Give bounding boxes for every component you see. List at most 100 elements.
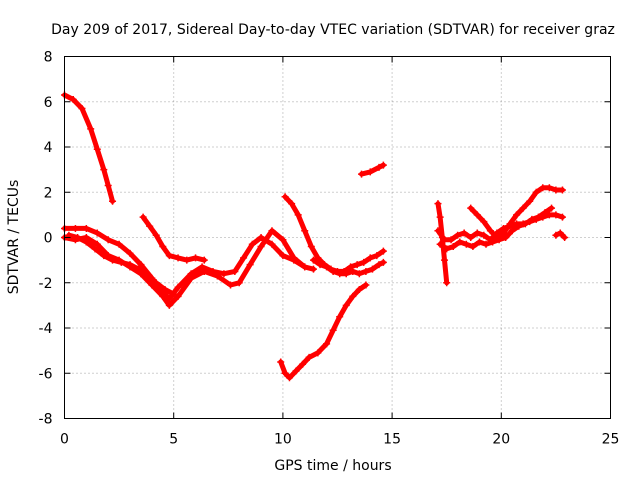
y-tick-label: 8 (44, 50, 53, 66)
y-tick-label: -8 (39, 412, 53, 428)
data-point (226, 281, 234, 289)
x-tick-label: 10 (274, 432, 292, 448)
data-point (375, 163, 383, 171)
data-point (358, 170, 366, 178)
data-point (152, 279, 160, 287)
data-point (462, 240, 470, 248)
data-point (469, 243, 477, 251)
data-point (323, 340, 331, 348)
data-point (135, 265, 143, 273)
data-point (362, 267, 370, 275)
data-point (480, 231, 488, 239)
x-tick-label: 25 (602, 432, 620, 448)
data-point (139, 213, 147, 221)
data-point (246, 261, 254, 269)
data-point (309, 265, 317, 273)
data-point (548, 204, 556, 212)
data-point (268, 227, 276, 235)
data-point (290, 254, 298, 262)
data-point (192, 254, 200, 262)
data-point (366, 254, 374, 262)
grid (64, 56, 611, 419)
data-point (436, 213, 444, 221)
data-point (91, 245, 99, 253)
data-point (109, 197, 117, 205)
data-point (513, 211, 521, 219)
data-point (521, 220, 529, 228)
data-point (360, 258, 368, 266)
data-point (93, 145, 101, 153)
data-point (165, 301, 173, 309)
data-point (473, 229, 481, 237)
data-point (281, 369, 289, 377)
series-track-13 (434, 200, 451, 287)
data-point (528, 215, 536, 223)
data-point (159, 243, 167, 251)
data-point (71, 224, 79, 232)
data-point (366, 168, 374, 176)
data-point (329, 326, 337, 334)
data-point (235, 279, 243, 287)
data-point (257, 234, 265, 241)
data-point (248, 240, 256, 248)
y-axis-label: SDTVAR / TECUs (6, 180, 22, 295)
data-point (146, 222, 154, 230)
x-tick-label: 20 (492, 432, 510, 448)
data-point (526, 197, 534, 205)
data-point (279, 252, 287, 260)
x-tick-labels: 0 5 10 15 20 25 (60, 432, 619, 448)
data-point (170, 290, 178, 298)
data-point (115, 240, 123, 248)
data-point (336, 313, 344, 321)
data-point (454, 231, 462, 239)
x-axis-label: GPS time / hours (274, 458, 391, 474)
data-point (100, 252, 108, 260)
data-point (355, 286, 363, 294)
data-point (489, 238, 497, 246)
data-point (277, 358, 285, 366)
data-point (174, 254, 182, 262)
data-point (231, 267, 239, 275)
data-point (187, 274, 195, 282)
data-point (74, 234, 82, 241)
y-tick-label: 6 (44, 95, 53, 111)
series-track-3 (61, 227, 309, 309)
data-point (213, 272, 221, 280)
data-point (143, 272, 151, 280)
data-point (545, 184, 553, 192)
data-point (316, 261, 324, 269)
data-point (329, 267, 337, 275)
data-point (355, 270, 363, 278)
data-point (314, 349, 322, 357)
data-point (299, 360, 307, 368)
data-point (349, 267, 357, 275)
data-point (152, 231, 160, 239)
data-point (375, 261, 383, 269)
data-point (69, 95, 77, 103)
data-point (438, 234, 446, 241)
x-tick-label: 15 (383, 432, 401, 448)
data-point (82, 238, 90, 246)
data-point (561, 234, 569, 241)
data-point (473, 211, 481, 219)
data-point (467, 234, 475, 241)
data-point (379, 247, 387, 255)
data-point (475, 238, 483, 246)
y-tick-label: 2 (44, 185, 53, 201)
data-point (288, 200, 296, 208)
data-point (362, 281, 370, 289)
data-point (558, 213, 566, 221)
data-point (460, 229, 468, 237)
series-track-5 (139, 213, 208, 264)
data-point (449, 243, 457, 251)
data-point (183, 256, 191, 264)
data-point (506, 220, 514, 228)
data-point (552, 186, 560, 194)
series-line (62, 225, 316, 302)
series-group (61, 91, 569, 382)
y-tick-label: -4 (39, 321, 53, 337)
data-point (482, 240, 490, 248)
ticks (64, 56, 611, 419)
data-point (161, 286, 169, 294)
